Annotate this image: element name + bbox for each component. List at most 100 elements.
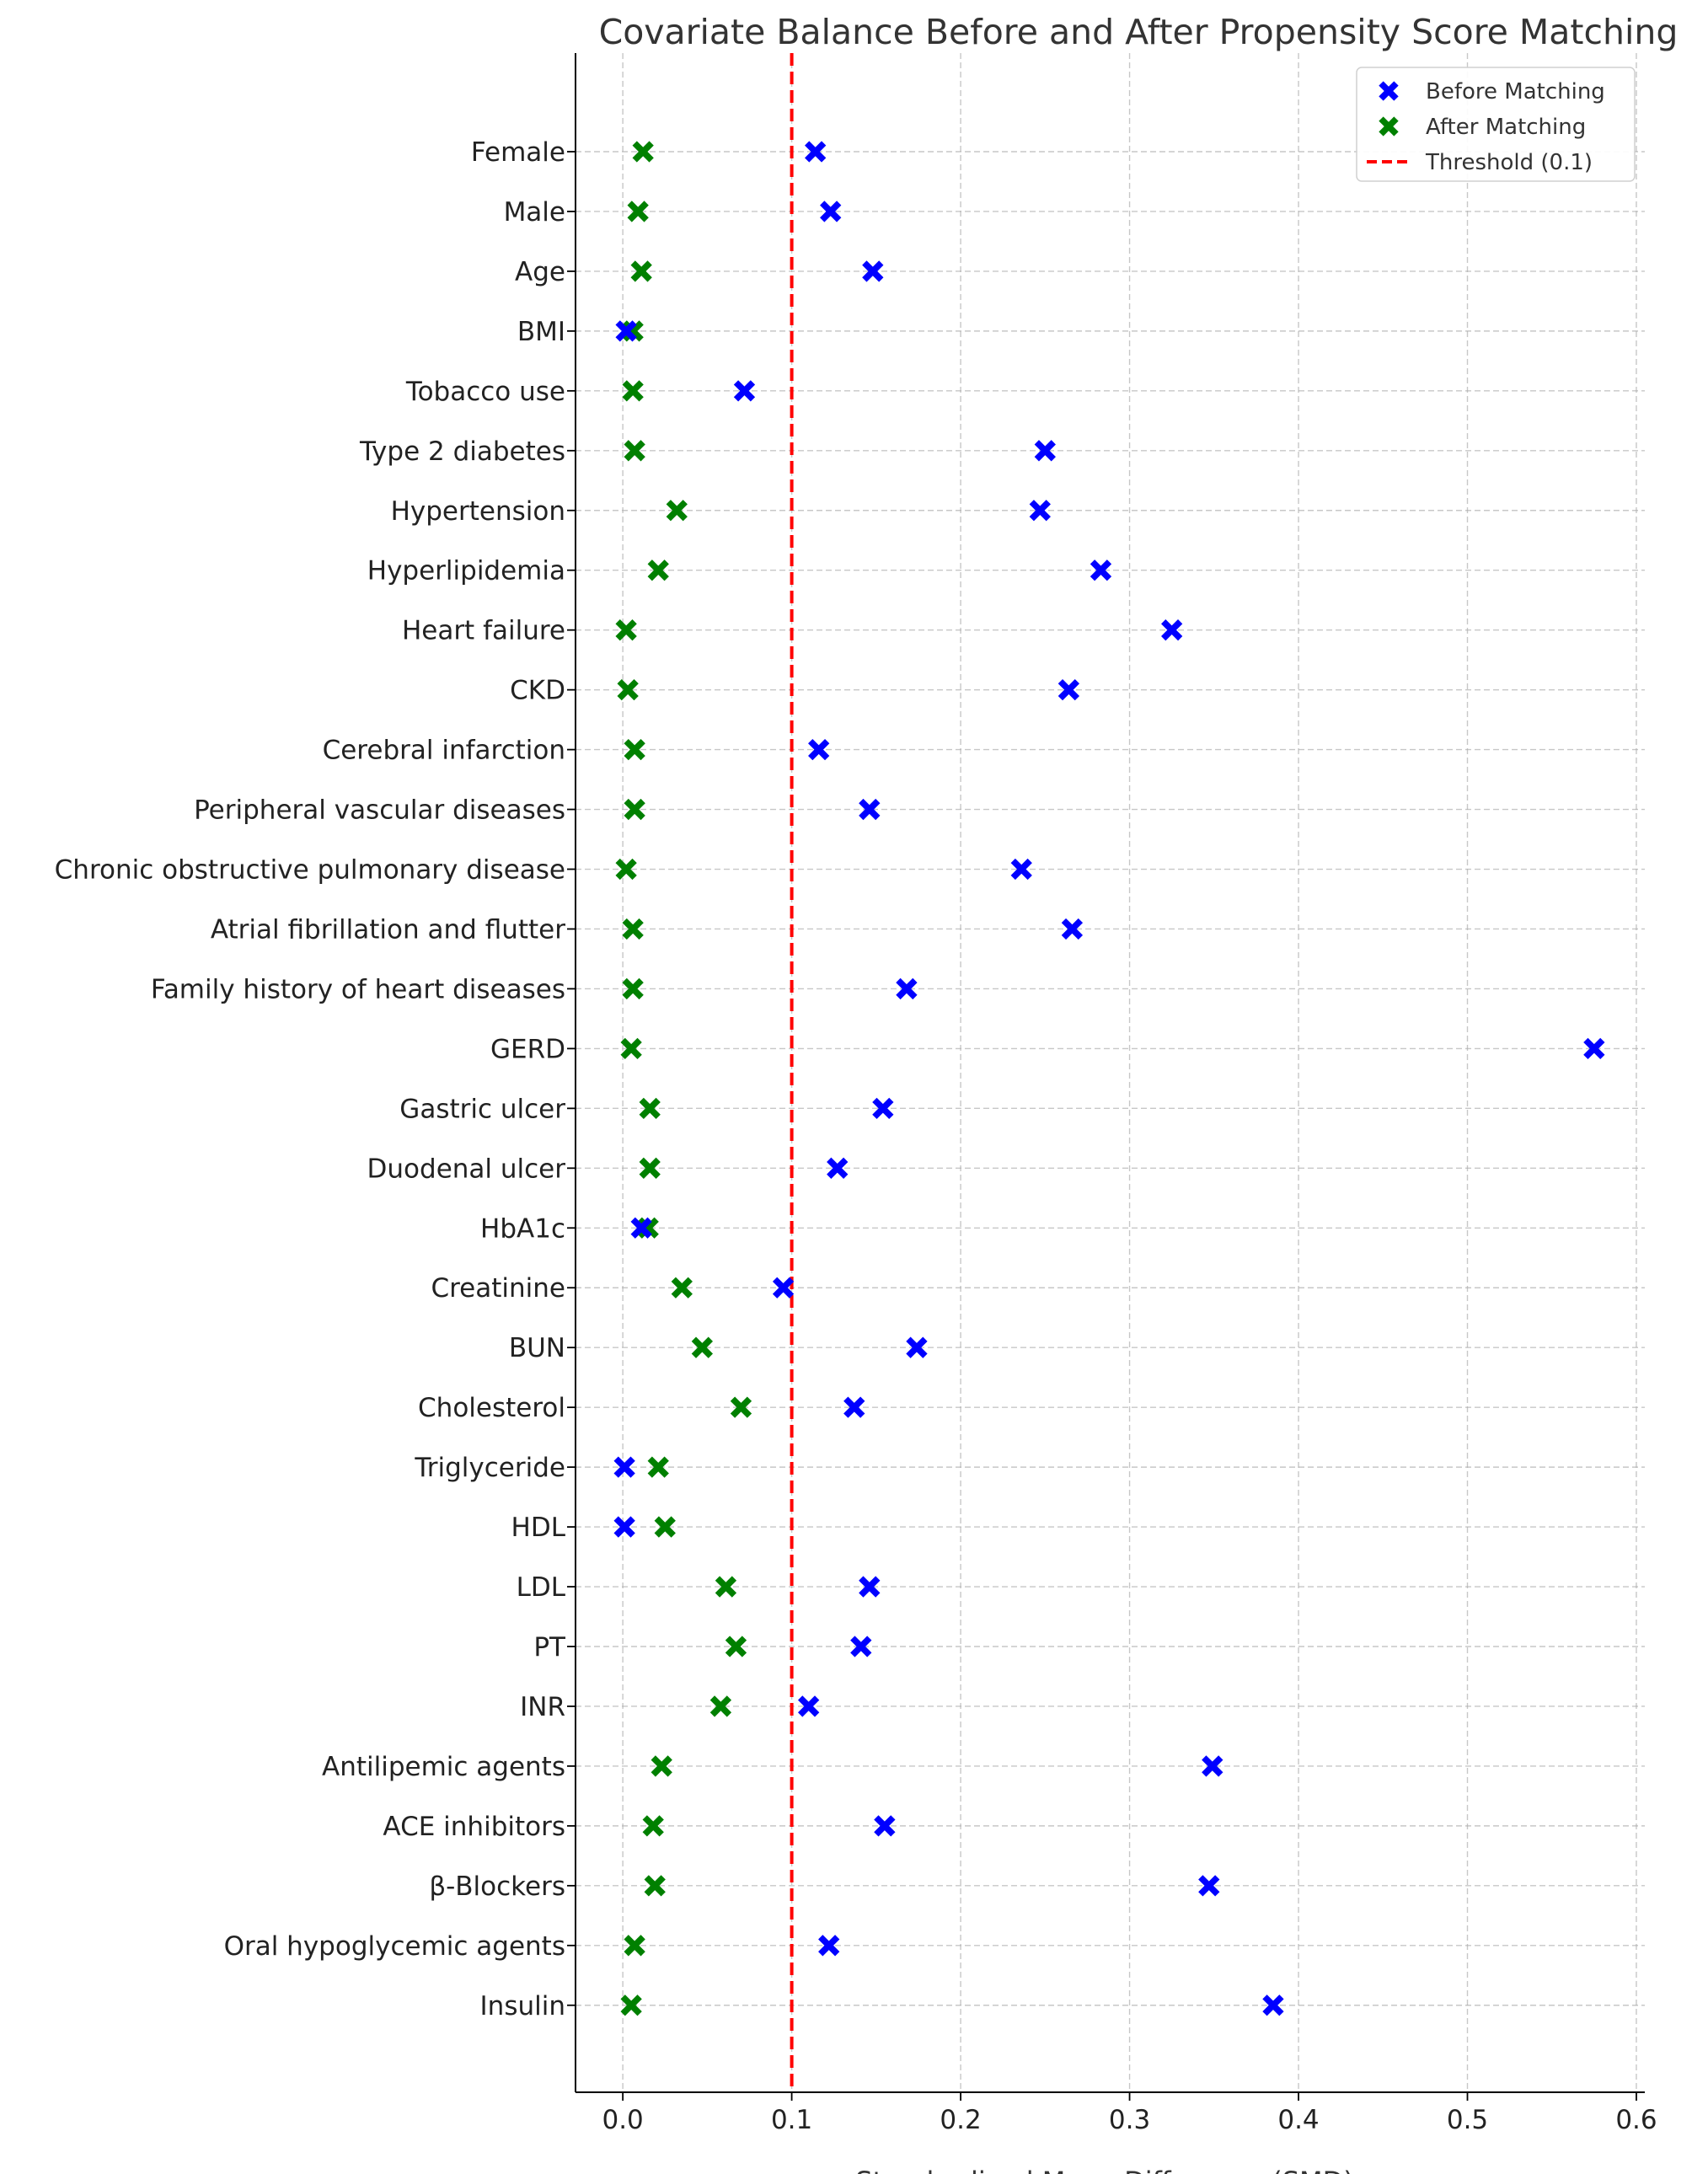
y-tick-label-hyperlipidemia: Hyperlipidemia bbox=[367, 556, 565, 586]
after-matching-marker-antilipemic-agents bbox=[651, 1755, 672, 1777]
before-matching-marker-male bbox=[820, 201, 842, 222]
data-markers bbox=[613, 141, 1605, 2016]
y-tick-label-ldl: LDL bbox=[517, 1572, 566, 1603]
before-matching-marker-female bbox=[805, 141, 827, 163]
before-matching-marker-hdl bbox=[613, 1516, 635, 1538]
after-matching-marker-tobacco-use bbox=[622, 380, 644, 402]
before-matching-marker-hypertension bbox=[1029, 500, 1051, 522]
grid-lines bbox=[576, 53, 1645, 2092]
before-matching-marker-atrial-fibrillation-and-flutter bbox=[1061, 918, 1084, 940]
y-tick-label-family-history-of-heart-diseases: Family history of heart diseases bbox=[151, 974, 565, 1004]
y-tick-label-blockers: β-Blockers bbox=[429, 1871, 565, 1902]
y-tick-label-hdl: HDL bbox=[511, 1513, 566, 1543]
after-matching-marker-male bbox=[627, 201, 649, 222]
after-matching-marker-hypertension bbox=[666, 500, 688, 522]
x-tick-label-2: 0.2 bbox=[940, 2105, 981, 2135]
after-matching-marker-bun bbox=[691, 1336, 714, 1358]
y-tick-label-bmi: BMI bbox=[517, 317, 565, 347]
before-matching-marker-duodenal-ulcer bbox=[827, 1157, 849, 1179]
after-matching-marker-insulin bbox=[620, 1995, 642, 2016]
after-matching-marker-bmi bbox=[622, 320, 644, 342]
x-tick-label-0: 0.0 bbox=[602, 2105, 643, 2135]
before-matching-marker-blockers bbox=[1198, 1875, 1220, 1897]
x-tick-label-5: 0.5 bbox=[1447, 2105, 1488, 2135]
before-matching-marker-ace-inhibitors bbox=[874, 1815, 896, 1837]
x-axis-label: Standardized Mean Difference (SMD) bbox=[855, 2166, 1353, 2174]
before-matching-marker-oral-hypoglycemic-agents bbox=[818, 1935, 840, 1957]
before-matching-marker-gastric-ulcer bbox=[872, 1097, 894, 1120]
y-tick-label-insulin: Insulin bbox=[480, 1991, 565, 2021]
x-tick-label-1: 0.1 bbox=[771, 2105, 812, 2135]
y-tick-label-cerebral-infarction: Cerebral infarction bbox=[323, 736, 565, 766]
after-matching-marker-triglyceride bbox=[647, 1456, 669, 1478]
y-tick-label-heart-failure: Heart failure bbox=[402, 616, 565, 646]
x-tick-label-6: 0.6 bbox=[1615, 2105, 1657, 2135]
x-tick-label-3: 0.3 bbox=[1109, 2105, 1150, 2135]
after-matching-marker-creatinine bbox=[671, 1277, 693, 1299]
chart-title: Covariate Balance Before and After Prope… bbox=[599, 12, 1679, 52]
before-matching-marker-type-2-diabetes bbox=[1034, 440, 1056, 462]
legend-marker-after-matching bbox=[1379, 116, 1399, 137]
before-matching-marker-pt bbox=[850, 1636, 872, 1657]
y-tick-label-triglyceride: Triglyceride bbox=[414, 1453, 565, 1483]
after-matching-marker-heart-failure bbox=[615, 619, 637, 641]
before-matching-marker-bun bbox=[906, 1336, 928, 1358]
x-tick-label-4: 0.4 bbox=[1277, 2105, 1319, 2135]
before-matching-marker-gerd bbox=[1583, 1037, 1605, 1060]
y-tick-label-duodenal-ulcer: Duodenal ulcer bbox=[367, 1154, 566, 1184]
after-matching-marker-blockers bbox=[644, 1875, 666, 1897]
y-tick-label-bun: BUN bbox=[509, 1333, 565, 1363]
y-tick-label-type-2-diabetes: Type 2 diabetes bbox=[359, 436, 565, 467]
after-matching-marker-age bbox=[630, 260, 652, 282]
after-matching-marker-hba1c bbox=[637, 1217, 659, 1239]
y-tick-label-hypertension: Hypertension bbox=[391, 496, 565, 527]
y-tick-label-male: Male bbox=[504, 197, 565, 228]
legend-marker-before-matching bbox=[1379, 81, 1399, 101]
after-matching-marker-hdl bbox=[654, 1516, 676, 1538]
before-matching-marker-insulin bbox=[1262, 1995, 1284, 2016]
y-tick-label-tobacco-use: Tobacco use bbox=[405, 377, 565, 407]
after-matching-marker-ace-inhibitors bbox=[642, 1815, 664, 1837]
before-matching-marker-creatinine bbox=[772, 1277, 795, 1299]
before-matching-marker-ldl bbox=[859, 1576, 881, 1598]
before-matching-marker-triglyceride bbox=[613, 1456, 635, 1478]
after-matching-marker-family-history-of-heart-diseases bbox=[622, 977, 644, 1000]
y-tick-label-hba1c: HbA1c bbox=[480, 1213, 565, 1244]
y-tick-labels: Female Male Age BMI Tobacco use Type 2 diabet… bbox=[55, 137, 566, 2021]
axes bbox=[567, 53, 1645, 2101]
y-tick-label-ace-inhibitors: ACE inhibitors bbox=[383, 1812, 565, 1842]
before-matching-marker-hyperlipidemia bbox=[1090, 560, 1112, 581]
before-matching-marker-bmi bbox=[615, 320, 637, 342]
y-tick-label-oral-hypoglycemic-agents: Oral hypoglycemic agents bbox=[224, 1931, 565, 1962]
y-tick-label-gastric-ulcer: Gastric ulcer bbox=[399, 1094, 565, 1124]
after-matching-marker-type-2-diabetes bbox=[624, 440, 645, 462]
after-matching-marker-pt bbox=[725, 1636, 747, 1657]
after-matching-marker-duodenal-ulcer bbox=[639, 1157, 661, 1179]
after-matching-marker-cholesterol bbox=[730, 1396, 752, 1418]
after-matching-marker-oral-hypoglycemic-agents bbox=[624, 1935, 645, 1957]
y-tick-label-creatinine: Creatinine bbox=[431, 1273, 565, 1304]
after-matching-marker-gastric-ulcer bbox=[639, 1097, 661, 1120]
y-tick-label-ckd: CKD bbox=[510, 676, 565, 706]
after-matching-marker-atrial-fibrillation-and-flutter bbox=[622, 918, 644, 940]
before-matching-marker-antilipemic-agents bbox=[1202, 1755, 1223, 1777]
before-matching-marker-inr bbox=[798, 1695, 820, 1717]
before-matching-marker-heart-failure bbox=[1161, 619, 1183, 641]
after-matching-marker-cerebral-infarction bbox=[624, 738, 645, 761]
y-tick-label-chronic-obstructive-pulmonary-disease: Chronic obstructive pulmonary disease bbox=[55, 855, 565, 886]
after-matching-marker-ldl bbox=[715, 1576, 737, 1598]
before-matching-marker-peripheral-vascular-diseases bbox=[859, 798, 881, 821]
before-matching-marker-family-history-of-heart-diseases bbox=[896, 977, 918, 1000]
after-matching-marker-peripheral-vascular-diseases bbox=[624, 798, 645, 821]
after-matching-marker-inr bbox=[709, 1695, 732, 1717]
before-matching-marker-cerebral-infarction bbox=[808, 738, 830, 761]
after-matching-marker-hyperlipidemia bbox=[647, 560, 669, 581]
before-matching-marker-ckd bbox=[1057, 678, 1080, 701]
y-tick-label-peripheral-vascular-diseases: Peripheral vascular diseases bbox=[194, 795, 565, 826]
x-tick-labels: 0.0 0.1 0.2 0.3 0.4 0.5 0.6 bbox=[602, 2105, 1657, 2135]
before-matching-marker-cholesterol bbox=[843, 1396, 865, 1418]
before-matching-marker-age bbox=[862, 260, 884, 282]
before-matching-marker-chronic-obstructive-pulmonary-disease bbox=[1010, 858, 1032, 881]
y-tick-label-atrial-fibrillation-and-flutter: Atrial fibrillation and flutter bbox=[211, 914, 565, 945]
